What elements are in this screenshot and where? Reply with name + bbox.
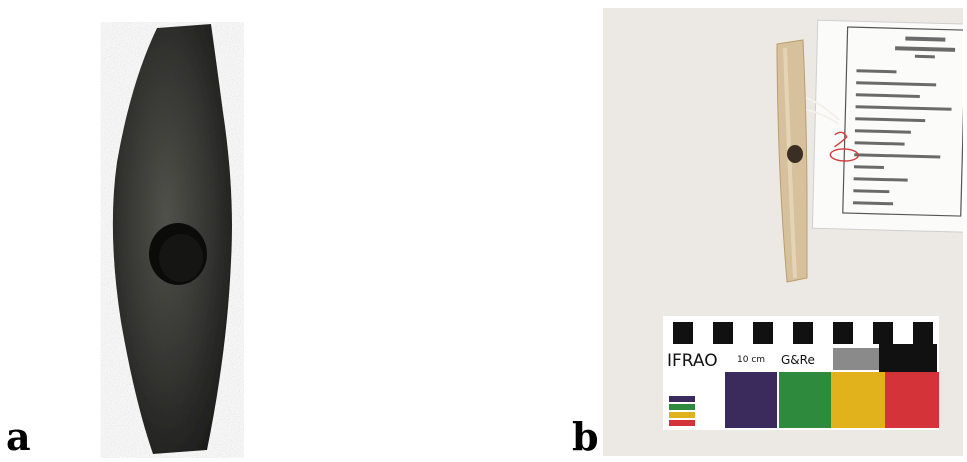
ifrao-scale-bar: IFRAO 10 cm G&Re [663, 316, 939, 430]
scale-company: G&Re [781, 353, 815, 367]
specimen-tag [811, 19, 967, 233]
bone-artifact-photo: IFRAO 10 cm G&Re [603, 8, 967, 456]
stone-artifact-photo [95, 22, 245, 458]
scale-size: 10 cm [737, 355, 765, 365]
bone-perforation [787, 145, 803, 163]
scale-brand: IFRAO [667, 351, 718, 371]
bone-artifact-scene: IFRAO 10 cm G&Re [663, 19, 967, 430]
panel-label-a: a [6, 414, 31, 459]
panel-label-b: b [572, 414, 599, 459]
stone-artifact-drawing [112, 24, 232, 454]
